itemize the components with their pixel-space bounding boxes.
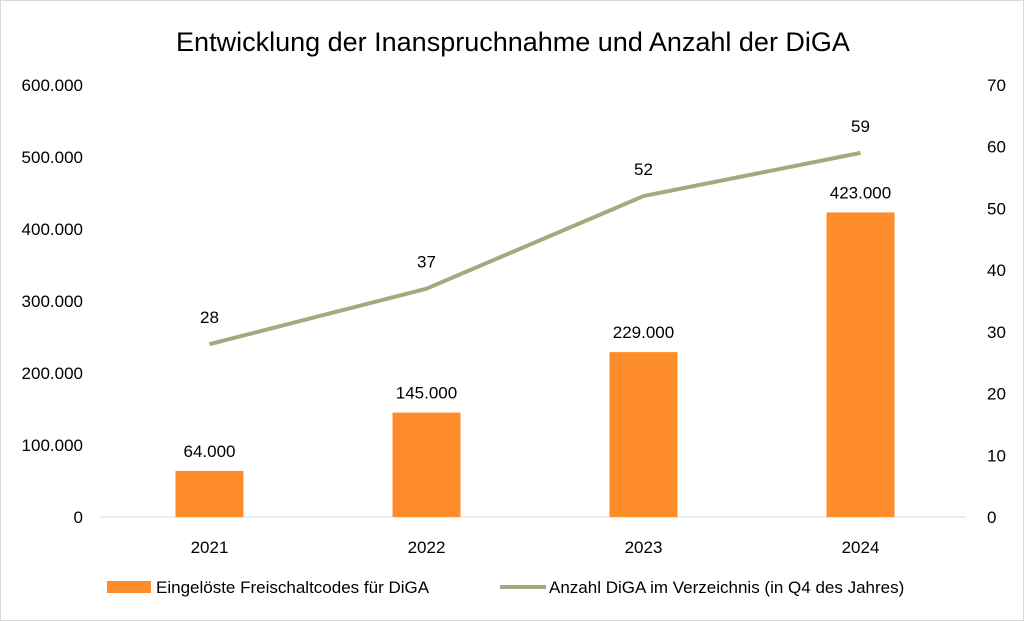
x-axis-tick-label: 2022	[408, 538, 446, 557]
line-path	[210, 153, 861, 344]
bar	[176, 471, 244, 517]
x-axis-tick-label: 2023	[625, 538, 663, 557]
line-data-label: 37	[417, 253, 436, 272]
right-axis-tick-label: 50	[987, 199, 1006, 218]
right-axis-tick-label: 0	[987, 508, 996, 527]
x-axis-tick-label: 2024	[842, 538, 880, 557]
legend-line-label: Anzahl DiGA im Verzeichnis (in Q4 des Ja…	[549, 578, 904, 597]
right-axis-tick-label: 70	[987, 76, 1006, 95]
bar-series: 64.000 145.000 229.000 423.000	[176, 183, 895, 517]
legend: Eingelöste Freischaltcodes für DiGA Anza…	[107, 578, 904, 597]
right-axis-tick-label: 60	[987, 138, 1006, 157]
left-axis-tick-label: 500.000	[22, 148, 83, 167]
line-data-label: 28	[200, 308, 219, 327]
left-axis-tick-label: 600.000	[22, 76, 83, 95]
line-data-label: 52	[634, 160, 653, 179]
left-axis-tick-label: 200.000	[22, 364, 83, 383]
bar-data-label: 229.000	[613, 323, 674, 342]
bar	[610, 352, 678, 517]
x-axis-tick-label: 2021	[191, 538, 229, 557]
bar-data-label: 64.000	[184, 442, 236, 461]
left-axis: 0 100.000 200.000 300.000 400.000 500.000 600.…	[22, 76, 83, 527]
bar-data-label: 145.000	[396, 384, 457, 403]
line-data-label: 59	[851, 117, 870, 136]
left-axis-tick-label: 0	[74, 508, 83, 527]
bar-data-label: 423.000	[830, 183, 891, 202]
right-axis: 0 10 20 30 40 50 60 70	[987, 76, 1006, 527]
right-axis-tick-label: 20	[987, 385, 1006, 404]
right-axis-tick-label: 40	[987, 261, 1006, 280]
right-axis-tick-label: 30	[987, 323, 1006, 342]
chart-title: Entwicklung der Inanspruchnahme und Anza…	[176, 27, 850, 57]
legend-bar-label: Eingelöste Freischaltcodes für DiGA	[156, 578, 430, 597]
x-axis: 2021 2022 2023 2024	[191, 538, 880, 557]
left-axis-tick-label: 400.000	[22, 220, 83, 239]
bar	[827, 212, 895, 517]
legend-bar-swatch	[107, 581, 151, 593]
line-series: 28 37 52 59	[200, 117, 870, 344]
right-axis-tick-label: 10	[987, 446, 1006, 465]
left-axis-tick-label: 100.000	[22, 436, 83, 455]
left-axis-tick-label: 300.000	[22, 292, 83, 311]
bar	[393, 413, 461, 517]
